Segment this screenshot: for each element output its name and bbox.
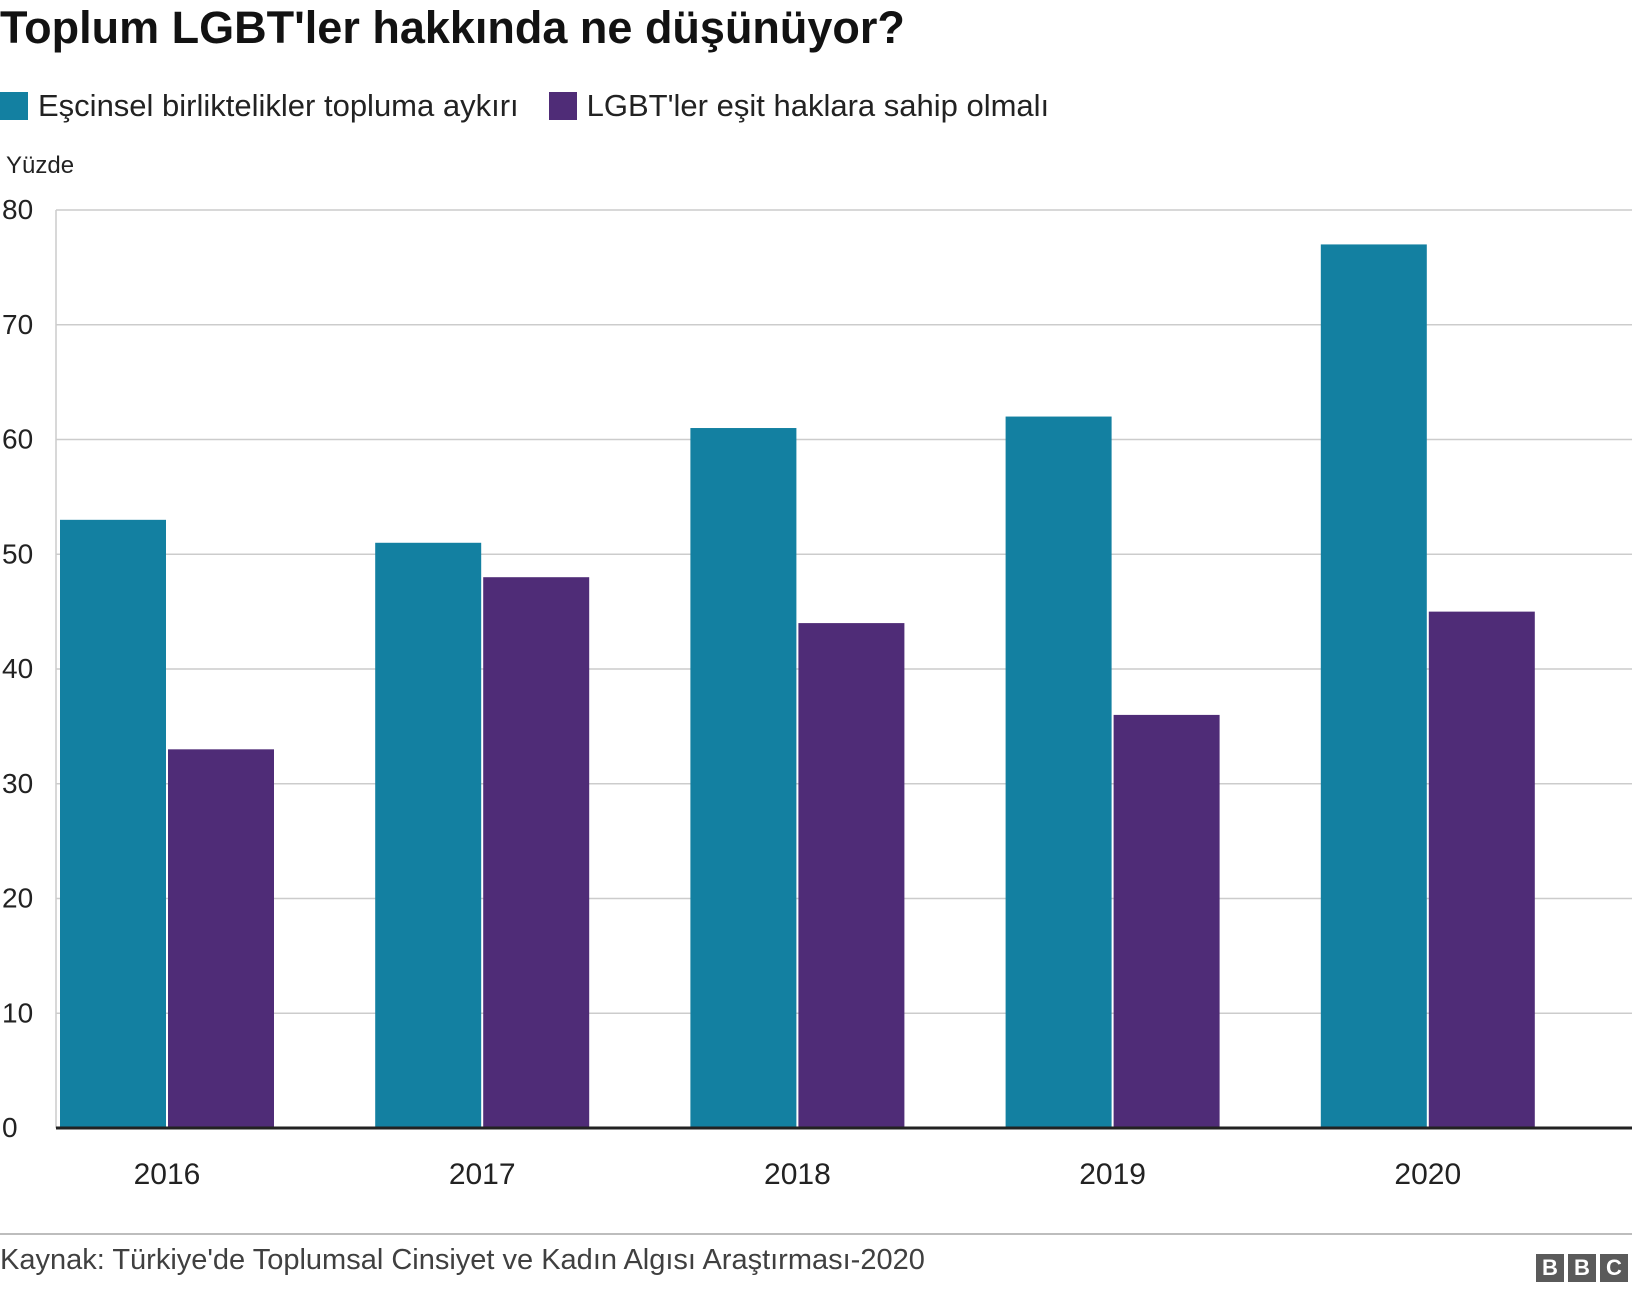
y-tick-label-20: 20: [2, 883, 33, 914]
bar-2019-series1: [1005, 416, 1112, 1128]
y-tick-label-0: 0: [2, 1112, 18, 1143]
chart-title: Toplum LGBT'ler hakkında ne düşünüyor?: [0, 2, 905, 53]
y-tick-label-70: 70: [2, 309, 33, 340]
bar-2017-series2: [483, 577, 590, 1128]
footer-divider: [0, 1233, 1632, 1235]
legend-swatch-series2: [548, 92, 577, 120]
y-tick-label-40: 40: [2, 653, 33, 684]
legend-swatch-series1: [0, 92, 28, 120]
legend-label-series2: LGBT'ler eşit haklara sahip olmalı: [586, 88, 1050, 123]
bbc-logo-letter-3: C: [1600, 1254, 1628, 1282]
bar-2016-series2: [168, 749, 274, 1128]
y-tick-label-80: 80: [2, 194, 33, 225]
legend-label-series1: Eşcinsel birliktelikler topluma aykırı: [38, 88, 519, 123]
y-tick-label-30: 30: [2, 768, 33, 799]
y-axis-label: Yüzde: [6, 152, 75, 179]
legend-item-series2: LGBT'ler eşit haklara sahip olmalı: [548, 88, 1050, 124]
bbc-logo: B B C: [1536, 1254, 1628, 1282]
legend-item-series1: Eşcinsel birliktelikler topluma aykırı: [0, 88, 519, 124]
bbc-logo-letter-2: B: [1568, 1254, 1596, 1282]
y-tick-label-10: 10: [2, 997, 33, 1028]
y-tick-label-50: 50: [2, 538, 33, 569]
bar-2018-series1: [690, 428, 797, 1128]
bar-2020-series2: [1428, 611, 1535, 1128]
bar-chart: 0 10 20 30 40 50 60 70 80 2016 2017 2018 2019 2020: [2, 194, 1632, 1191]
x-tick-label-2019: 2019: [1079, 1158, 1146, 1191]
x-tick-label-2016: 2016: [134, 1158, 201, 1191]
x-tick-label-2018: 2018: [764, 1158, 831, 1191]
x-tick-label-2020: 2020: [1394, 1158, 1461, 1191]
bar-2020-series1: [1320, 244, 1427, 1129]
bbc-logo-letter-1: B: [1536, 1254, 1564, 1282]
bar-2019-series2: [1113, 714, 1220, 1128]
source-text: Kaynak: Türkiye'de Toplumsal Cinsiyet ve…: [0, 1244, 925, 1276]
y-tick-label-60: 60: [2, 424, 33, 455]
x-tick-label-2017: 2017: [449, 1158, 516, 1191]
bar-2016-series1: [60, 519, 166, 1128]
bar-2017-series1: [375, 542, 482, 1128]
bar-2018-series2: [798, 623, 905, 1128]
legend: Eşcinsel birliktelikler topluma aykırı L…: [0, 88, 1079, 124]
